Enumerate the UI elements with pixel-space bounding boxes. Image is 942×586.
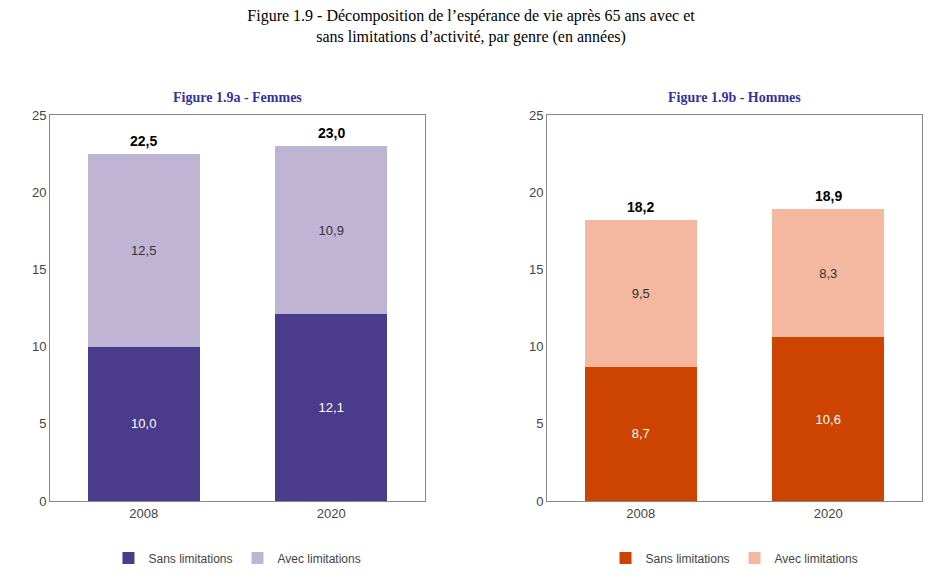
svg-text:23,0: 23,0 [318,125,345,141]
svg-text:Sans limitations: Sans limitations [148,552,232,566]
svg-text:Avec limitations: Avec limitations [278,552,361,566]
svg-text:Figure 1.9 - Décomposition de: Figure 1.9 - Décomposition de l’espéranc… [247,7,695,46]
svg-text:15: 15 [32,262,46,277]
svg-text:25: 25 [32,108,46,123]
svg-text:Sans limitations: Sans limitations [646,552,730,566]
svg-text:2020: 2020 [814,506,843,521]
svg-text:10,6: 10,6 [816,412,841,427]
svg-text:15: 15 [529,262,543,277]
svg-text:20: 20 [32,185,46,200]
svg-text:9,5: 9,5 [632,286,650,301]
svg-text:2020: 2020 [317,506,346,521]
svg-text:5: 5 [536,416,543,431]
svg-text:18,9: 18,9 [815,188,842,204]
svg-text:12,5: 12,5 [131,243,156,258]
svg-text:Avec limitations: Avec limitations [775,552,858,566]
svg-text:Figure 1.9b - Hommes: Figure 1.9b - Hommes [668,90,801,105]
svg-text:5: 5 [39,416,46,431]
svg-text:20: 20 [529,185,543,200]
svg-text:10: 10 [529,339,543,354]
svg-text:18,2: 18,2 [627,199,654,215]
svg-text:10,9: 10,9 [319,223,344,238]
svg-text:8,3: 8,3 [819,266,837,281]
svg-text:Figure 1.9a - Femmes: Figure 1.9a - Femmes [173,90,302,105]
svg-text:0: 0 [536,494,543,509]
svg-text:2008: 2008 [626,506,655,521]
svg-text:0: 0 [39,494,46,509]
svg-text:2008: 2008 [129,506,158,521]
svg-text:10,0: 10,0 [131,416,156,431]
svg-text:10: 10 [32,339,46,354]
svg-text:25: 25 [529,108,543,123]
svg-text:12,1: 12,1 [319,400,344,415]
svg-text:22,5: 22,5 [130,133,157,149]
svg-text:8,7: 8,7 [632,426,650,441]
